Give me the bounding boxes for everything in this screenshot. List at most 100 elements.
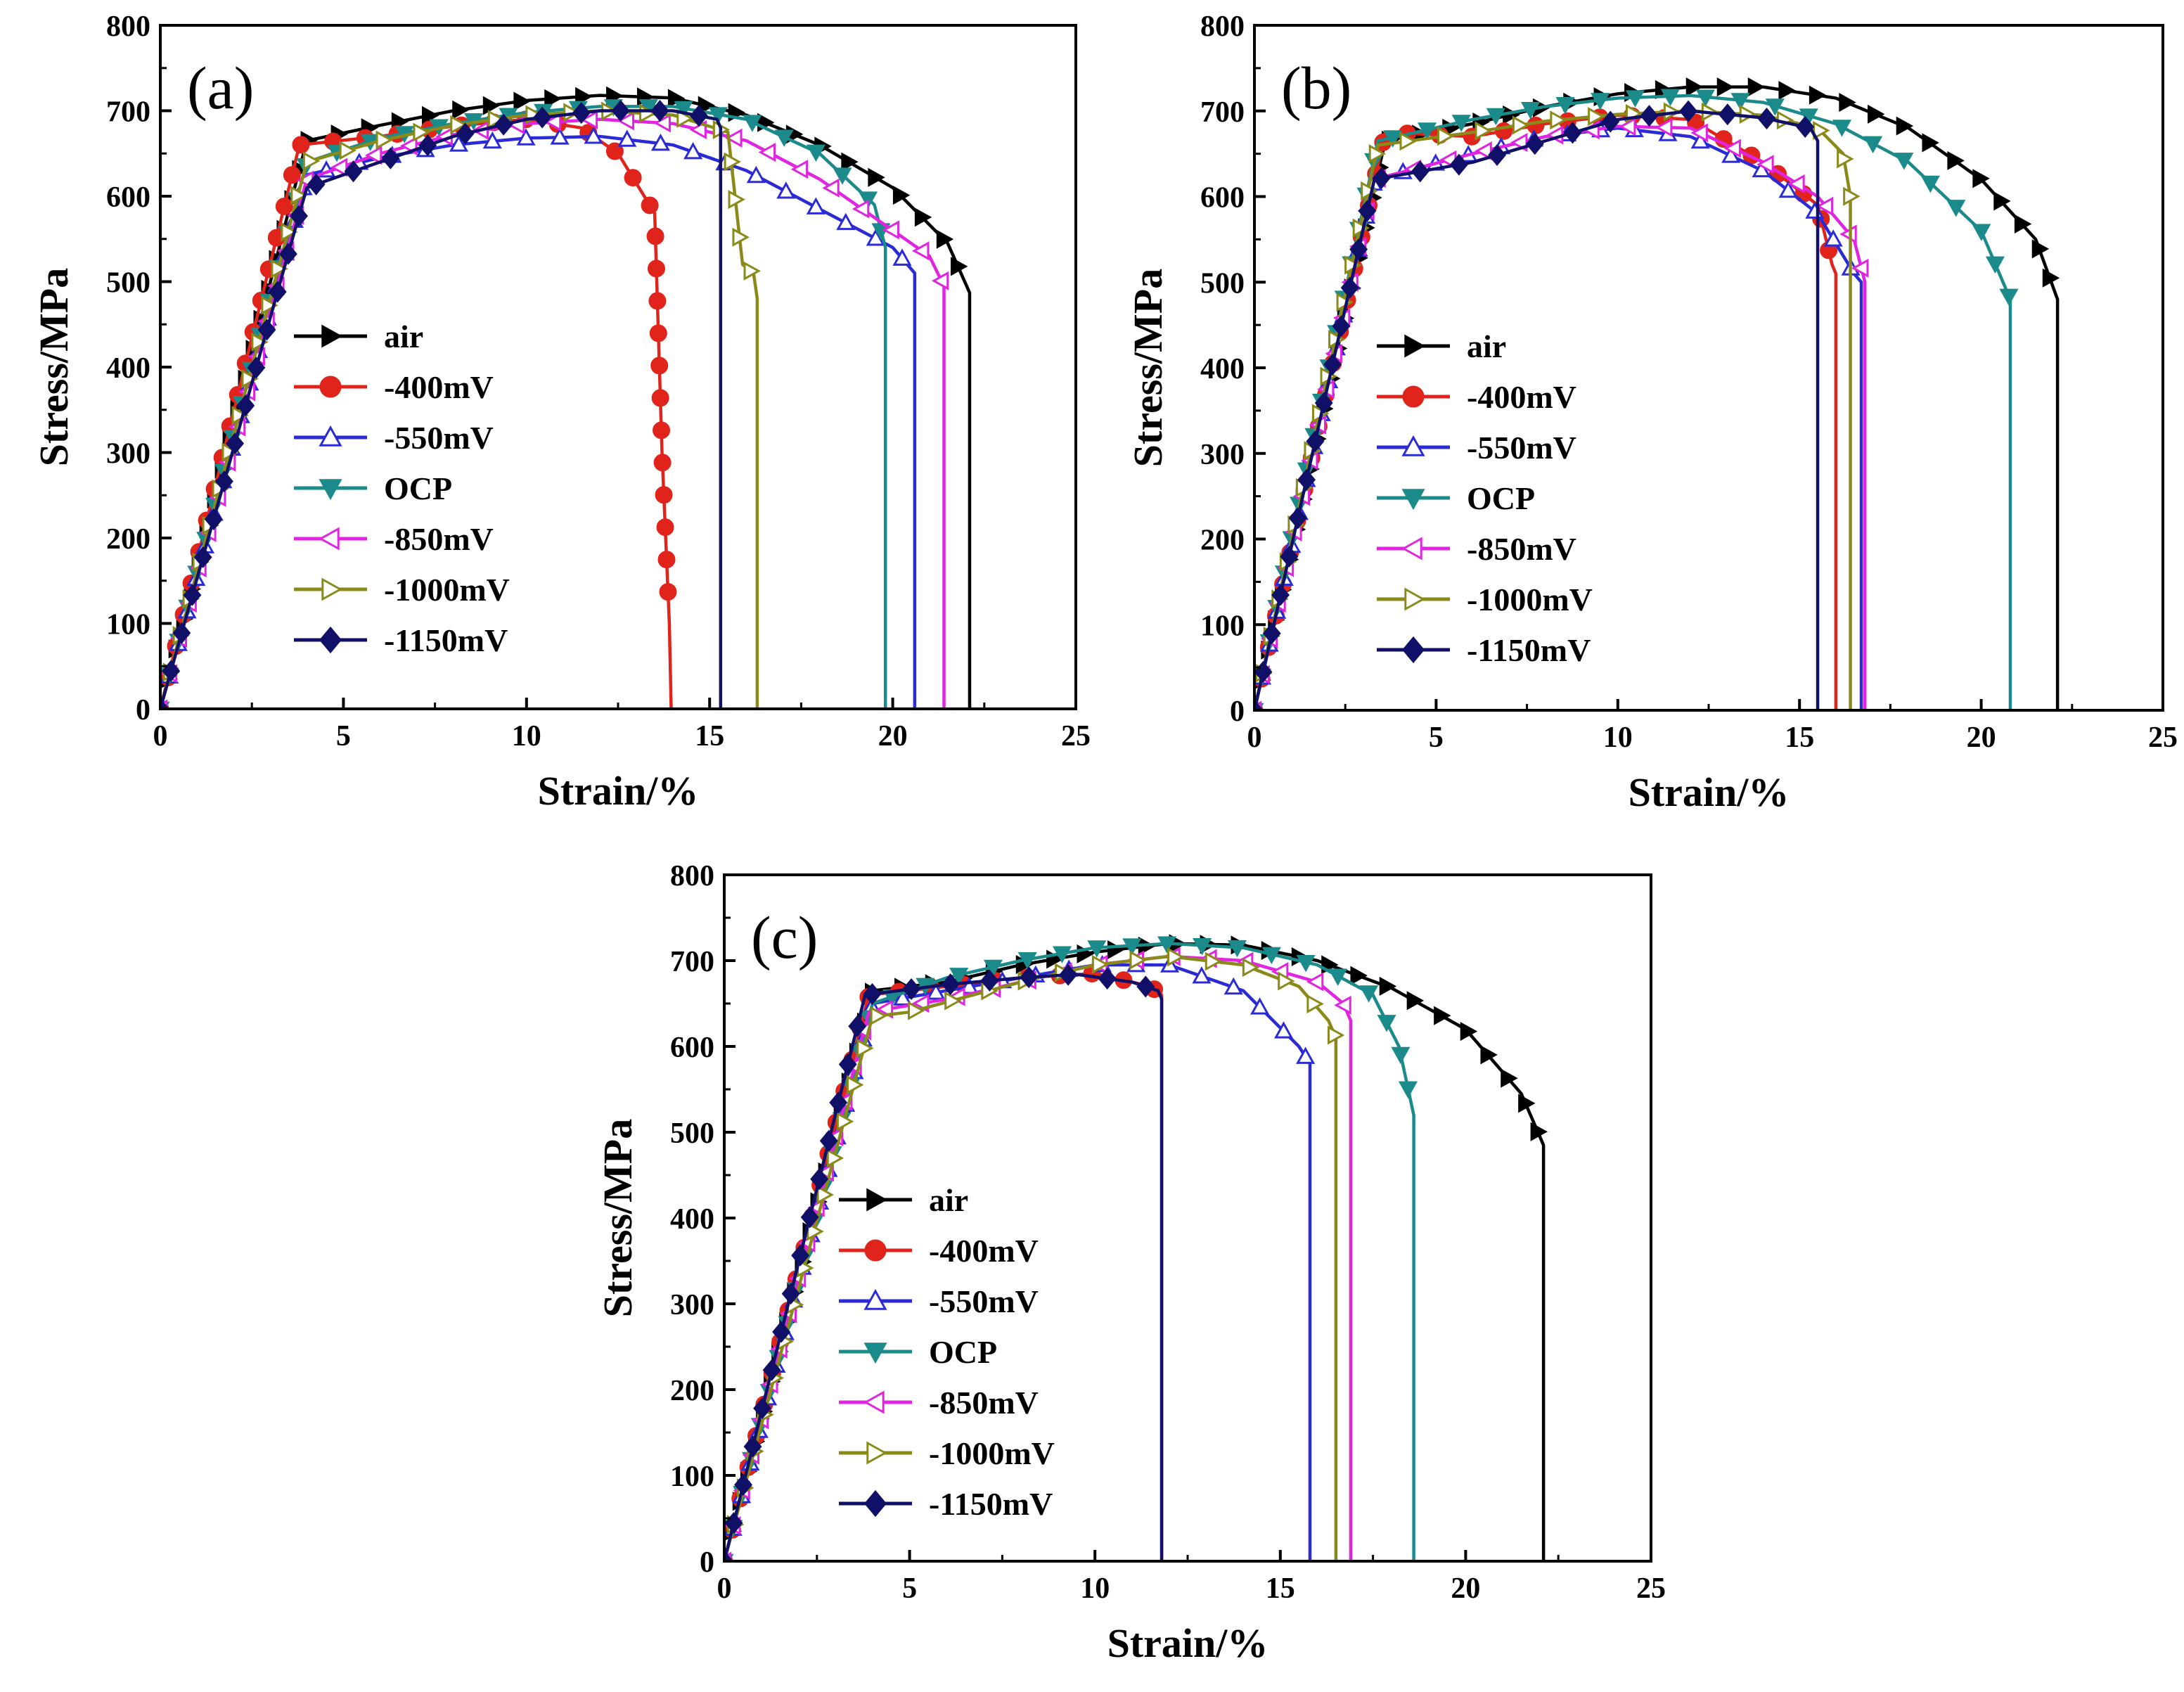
data-point [1868, 104, 1885, 124]
legend-marker [319, 425, 342, 447]
data-point [1520, 102, 1541, 120]
data-point [892, 248, 912, 266]
data-point [1314, 392, 1333, 414]
y-tick-label: 200 [106, 523, 150, 556]
data-point [656, 518, 674, 537]
data-point [863, 982, 882, 1006]
data-point [683, 141, 703, 160]
data-point [482, 131, 502, 149]
legend-marker [1402, 385, 1425, 408]
data-point [533, 106, 552, 129]
x-tick-label: 15 [1266, 1572, 1295, 1605]
data-point [1488, 143, 1507, 167]
data-point [1946, 200, 1966, 217]
series-line [160, 134, 917, 709]
data-point [1527, 116, 1545, 134]
data-point [806, 197, 826, 214]
legend-label: -400mV [929, 1233, 1039, 1269]
data-point [1417, 122, 1437, 140]
x-tick-label: 25 [1061, 720, 1091, 752]
legend-label: air [1467, 328, 1506, 364]
data-point [1437, 127, 1455, 146]
data-point [1501, 1068, 1518, 1088]
series-line [1254, 126, 1863, 710]
legend-marker [1404, 587, 1426, 611]
legend-item: -850mV [1377, 531, 1576, 567]
data-point [1625, 90, 1645, 108]
legend-item: -400mV [839, 1233, 1039, 1269]
data-point [1192, 966, 1212, 984]
data-point [544, 112, 562, 132]
data-point [193, 546, 212, 568]
y-axis-title: Stress/MPa [31, 268, 77, 466]
data-point [893, 988, 913, 1006]
y-tick-label: 400 [1200, 353, 1245, 385]
legend-marker [318, 527, 340, 551]
data-point [413, 122, 430, 142]
legend-label: OCP [929, 1334, 997, 1370]
data-point [1091, 954, 1110, 974]
series-line [160, 109, 759, 709]
panel-a: 0 5 10 15 20 25 0 100 200 300 400 500 600 700 800 Strai… [31, 11, 1091, 814]
data-point [1690, 123, 1708, 143]
series-air [160, 86, 972, 709]
x-tick-label: 25 [2148, 722, 2178, 754]
data-point [852, 199, 870, 219]
data-point [1640, 105, 1659, 127]
data-point [892, 186, 911, 205]
data-point [162, 660, 181, 682]
data-point [1730, 93, 1750, 110]
data-point [450, 115, 468, 134]
data-point [949, 968, 969, 985]
y-tick-label: 100 [106, 609, 150, 641]
data-point [648, 292, 667, 310]
x-tick-label: 20 [878, 720, 908, 752]
data-point [1406, 991, 1425, 1011]
data-point [743, 115, 762, 132]
data-point [1518, 1094, 1536, 1113]
data-point [251, 332, 269, 352]
data-point [1296, 954, 1316, 973]
data-point [708, 107, 728, 124]
data-point [743, 261, 761, 281]
data-point [1359, 985, 1379, 1003]
data-point [650, 357, 669, 375]
data-point [689, 105, 708, 127]
data-point [1296, 1046, 1316, 1064]
data-point [1894, 153, 1914, 170]
data-point [563, 103, 581, 122]
data-point [743, 1435, 762, 1458]
plot-frame [159, 24, 1077, 710]
legend-marker [319, 626, 342, 654]
data-point [1383, 130, 1403, 148]
data-point [1796, 115, 1815, 139]
series--1150mV [1254, 100, 1820, 710]
data-point [870, 1006, 888, 1026]
data-point [364, 146, 383, 165]
data-point [271, 259, 288, 278]
data-point [1851, 258, 1869, 278]
legend-label: -850mV [1467, 531, 1576, 567]
legend-marker [866, 1441, 888, 1465]
y-tick-label: 500 [106, 267, 150, 300]
y-tick-label: 500 [1200, 267, 1245, 300]
data-point [826, 1148, 844, 1168]
legend-item: OCP [1377, 480, 1535, 516]
y-tick-label: 700 [1200, 96, 1245, 129]
data-point [1460, 1022, 1478, 1042]
data-point [1512, 115, 1530, 135]
data-point [1278, 971, 1295, 991]
data-point [848, 1015, 867, 1037]
legend-marker [319, 479, 342, 501]
legend-label: -1000mV [929, 1435, 1055, 1471]
data-point [1486, 108, 1505, 126]
data-point [375, 130, 393, 150]
data-point [1411, 160, 1430, 183]
legend-label: air [929, 1182, 968, 1218]
legend-marker [319, 376, 342, 398]
data-point [1254, 699, 1264, 710]
data-point [1167, 947, 1185, 967]
data-point [1434, 1006, 1451, 1025]
data-point [800, 1206, 819, 1229]
data-point [572, 102, 591, 124]
